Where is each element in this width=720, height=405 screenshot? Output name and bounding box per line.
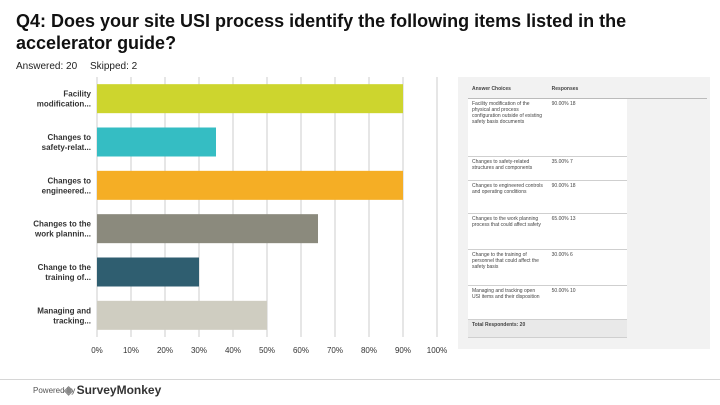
row-choice: Changes to engineered controls and opera… [468, 180, 548, 214]
skipped-count: Skipped: 2 [89, 61, 138, 72]
bar-chart: 0% 10% 20% 30% 40% 50% 60% 70% 80% 90% 100% Facilit… [33, 77, 447, 355]
table-header-row: Answer Choices Responses [468, 80, 707, 99]
category-label: Changes to [47, 133, 91, 142]
x-tick-label: 10% [123, 346, 139, 355]
brand-name: SurveyMonkey [76, 383, 162, 397]
row-count: 7 [570, 159, 573, 165]
row-count: 18 [570, 183, 576, 189]
row-choice: Managing and tracking open USI items and… [468, 285, 548, 320]
total-spacer [547, 319, 628, 338]
category-label: safety-relat... [42, 143, 91, 152]
category-label: training of... [45, 273, 91, 282]
category-label: Change to the [38, 263, 92, 272]
surveymonkey-logo: ◈ SurveyMonkey [64, 383, 161, 397]
bar [97, 84, 403, 114]
table-total-row: Total Respondents: 20 [468, 319, 707, 338]
header-answer-choices: Answer Choices [468, 80, 548, 99]
row-pct: 30.00% [551, 252, 569, 258]
table-row: Changes to safety-related structures and… [468, 156, 707, 181]
total-respondents: Total Respondents: 20 [468, 319, 548, 338]
row-choice: Facility modification of the physical an… [468, 98, 548, 157]
answer-table: Answer Choices Responses Facility modifi… [468, 80, 707, 338]
x-tick-label: 60% [293, 346, 309, 355]
powered-by-label: Powered by [33, 386, 76, 395]
bar [97, 257, 199, 287]
category-label: Facility [63, 90, 91, 99]
row-pct: 50.00% [551, 288, 569, 294]
monkey-icon: ◈ [64, 383, 74, 397]
row-percent: 50.00% 10 [547, 285, 628, 320]
x-tick-label: 40% [225, 346, 241, 355]
row-count: 6 [570, 252, 573, 258]
x-tick-label: 30% [191, 346, 207, 355]
x-tick-label: 100% [427, 346, 447, 355]
row-percent: 90.00% 18 [547, 180, 628, 214]
row-count: 10 [570, 288, 576, 294]
x-tick-label: 0% [91, 346, 103, 355]
row-percent: 90.00% 18 [547, 98, 628, 157]
row-choice: Change to the training of personnel that… [468, 249, 548, 286]
bar [97, 300, 267, 330]
row-percent: 65.00% 13 [547, 213, 628, 250]
category-label: Changes to the [33, 220, 91, 229]
response-summary: Answered: 20 Skipped: 2 [16, 61, 147, 72]
category-label: engineered... [42, 186, 91, 195]
x-tick-label: 90% [395, 346, 411, 355]
table-row: Change to the training of personnel that… [468, 249, 707, 286]
category-label: tracking... [53, 316, 91, 325]
category-label: work plannin... [34, 230, 91, 239]
x-tick-label: 50% [259, 346, 275, 355]
row-percent: 30.00% 6 [547, 249, 628, 286]
row-pct: 90.00% [551, 183, 569, 189]
row-choice: Changes to safety-related structures and… [468, 156, 548, 181]
category-label: Managing and [37, 306, 91, 315]
footer-divider [0, 379, 720, 380]
row-pct: 35.00% [551, 159, 569, 165]
row-pct: 90.00% [551, 101, 569, 107]
row-choice: Changes to the work planning process tha… [468, 213, 548, 250]
table-row: Managing and tracking open USI items and… [468, 285, 707, 320]
bar [97, 214, 318, 244]
category-label: modification... [37, 100, 91, 109]
header-responses: Responses [547, 80, 707, 99]
row-count: 18 [570, 101, 576, 107]
x-tick-label: 20% [157, 346, 173, 355]
category-label: Changes to [47, 176, 91, 185]
table-row: Changes to the work planning process tha… [468, 213, 707, 250]
row-percent: 35.00% 7 [547, 156, 628, 181]
answered-count: Answered: 20 [16, 61, 78, 72]
x-tick-label: 70% [327, 346, 343, 355]
table-row: Facility modification of the physical an… [468, 98, 707, 157]
bar [97, 127, 216, 157]
table-row: Changes to engineered controls and opera… [468, 180, 707, 214]
bar [97, 170, 403, 200]
x-tick-label: 80% [361, 346, 377, 355]
row-pct: 65.00% [551, 216, 569, 222]
row-count: 13 [570, 216, 576, 222]
page-title: Q4: Does your site USI process identify … [16, 11, 627, 53]
